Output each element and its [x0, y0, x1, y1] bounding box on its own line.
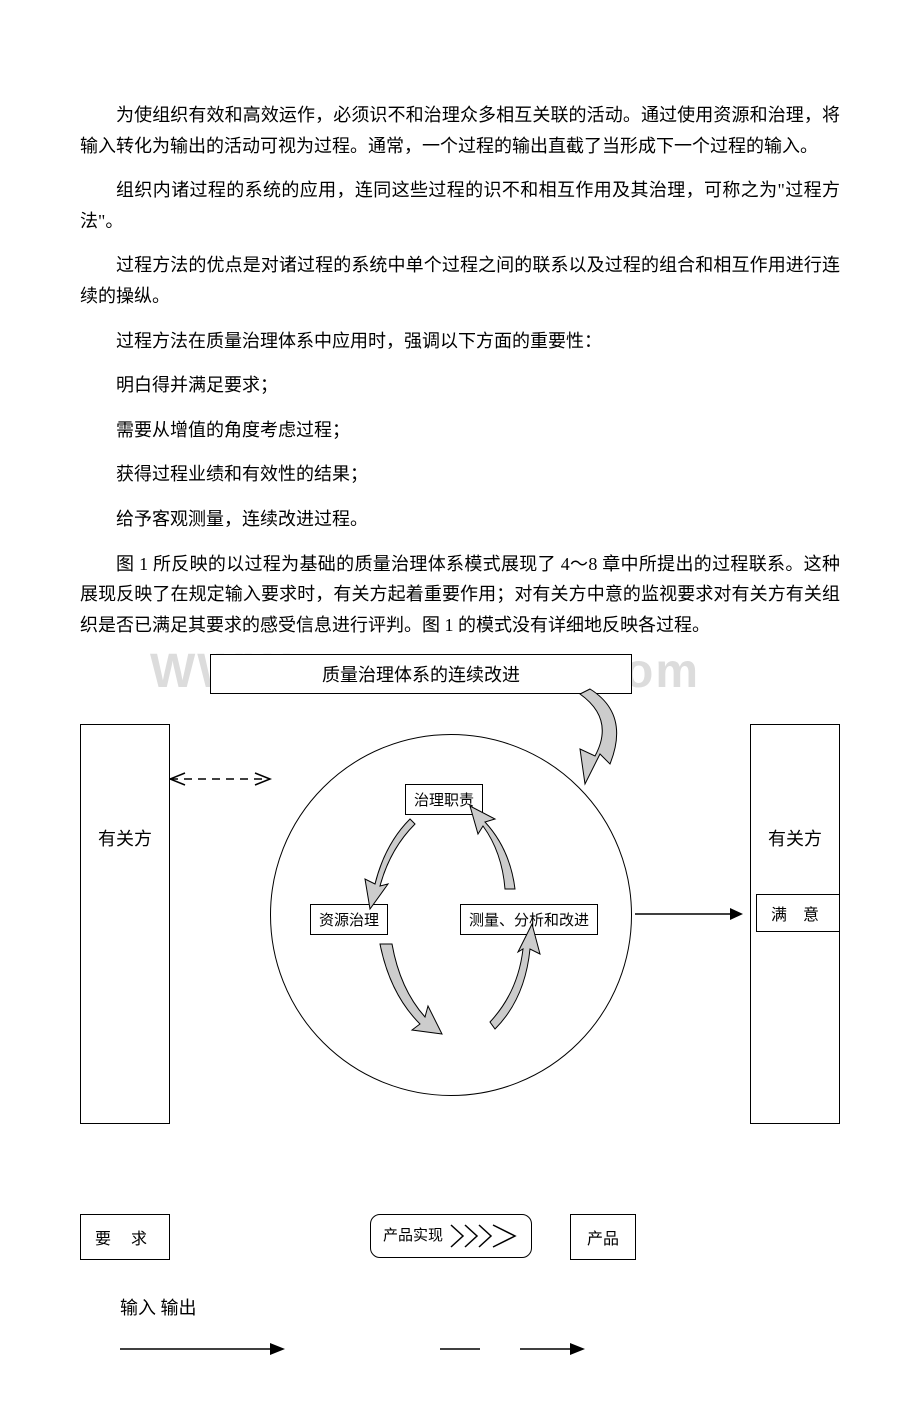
product-box: 产品 — [570, 1214, 636, 1260]
paragraph-7: 获得过程业绩和有效性的结果； — [80, 459, 840, 490]
process-diagram: WWW .com 质量治理体系的连续改进 有关方 有关方 满 意 治理职责 资源… — [80, 654, 840, 1364]
right-party-label: 有关方 — [768, 825, 822, 851]
paragraph-8: 给予客观测量，连续改进过程。 — [80, 504, 840, 535]
dashed-arrow-left-icon — [170, 769, 280, 789]
realize-label: 产品实现 — [383, 1227, 443, 1245]
paragraph-4: 过程方法在质量治理体系中应用时，强调以下方面的重要性： — [80, 326, 840, 357]
paragraph-9: 图 1 所反映的以过程为基础的质量治理体系模式展现了 4～8 章中所提出的过程联… — [80, 549, 840, 641]
bottom-arrows-icon — [120, 1339, 720, 1359]
document-page: 为使组织有效和高效运作，必须识不和治理众多相互关联的活动。通过使用资源和治理，将… — [0, 0, 920, 1404]
paragraph-5: 明白得并满足要求； — [80, 370, 840, 401]
arrow-right-icon — [635, 904, 745, 924]
paragraph-2: 组织内诸过程的系统的应用，连同这些过程的识不和相互作用及其治理，可称之为"过程方… — [80, 175, 840, 236]
arrow-title-to-circle-icon — [530, 684, 650, 794]
paragraph-1: 为使组织有效和高效运作，必须识不和治理众多相互关联的活动。通过使用资源和治理，将… — [80, 100, 840, 161]
satisfaction-box: 满 意 — [756, 894, 840, 932]
left-party-label: 有关方 — [98, 825, 152, 851]
left-party-box: 有关方 — [80, 724, 170, 1124]
paragraph-6: 需要从增值的角度考虑过程； — [80, 415, 840, 446]
io-label: 输入 输出 — [120, 1294, 197, 1320]
chevrons-icon — [449, 1223, 519, 1249]
paragraph-3: 过程方法的优点是对诸过程的系统中单个过程之间的联系以及过程的组合和相互作用进行连… — [80, 250, 840, 311]
realize-box: 产品实现 — [370, 1214, 532, 1258]
requirement-box: 要 求 — [80, 1214, 170, 1260]
